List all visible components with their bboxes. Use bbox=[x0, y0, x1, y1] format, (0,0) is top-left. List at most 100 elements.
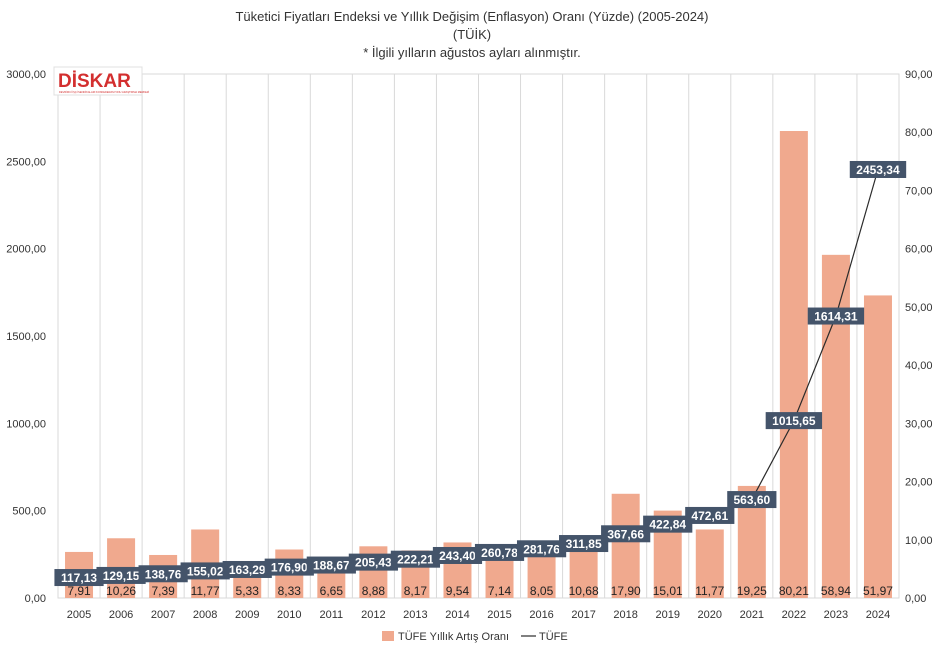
bar-2023 bbox=[821, 254, 850, 598]
title-line-3: * İlgili yılların ağustos ayları alınmış… bbox=[363, 45, 580, 60]
y-left-tick: 0,00 bbox=[25, 593, 46, 605]
y-right-tick: 50,00 bbox=[905, 302, 933, 314]
x-tick-2012: 2012 bbox=[361, 609, 385, 621]
bar-2018 bbox=[611, 493, 640, 598]
line-label-2008: 155,02 bbox=[187, 564, 224, 578]
y-right-tick: 20,00 bbox=[905, 477, 933, 489]
y-right-tick: 80,00 bbox=[905, 127, 933, 139]
bar-label-2013: 8,17 bbox=[404, 584, 428, 598]
x-tick-2017: 2017 bbox=[571, 609, 595, 621]
y-right-tick: 90,00 bbox=[905, 69, 933, 81]
line-label-box-2007 bbox=[138, 565, 188, 583]
x-tick-2018: 2018 bbox=[613, 609, 637, 621]
legend-label-bar: TÜFE Yıllık Artış Oranı bbox=[398, 631, 509, 643]
x-tick-2024: 2024 bbox=[866, 609, 890, 621]
title-line-2: (TÜİK) bbox=[453, 27, 491, 42]
y-right-tick: 40,00 bbox=[905, 360, 933, 372]
bar-label-2024: 51,97 bbox=[863, 584, 893, 598]
line-label-box-2020 bbox=[685, 506, 735, 524]
chart-title: Tüketici Fiyatları Endeksi ve Yıllık Değ… bbox=[235, 9, 708, 60]
x-tick-2020: 2020 bbox=[698, 609, 722, 621]
line-label-box-2016 bbox=[516, 540, 567, 558]
bar-data-labels: 7,91 10,26 7,39 11,77 5,33 8,33 6,65 8,88 8,17 9,… bbox=[67, 584, 893, 598]
bar-2016 bbox=[527, 551, 556, 598]
y-left-tick: 2000,00 bbox=[6, 244, 46, 256]
line-label-box-2013 bbox=[390, 550, 441, 568]
x-tick-2019: 2019 bbox=[655, 609, 679, 621]
legend: TÜFE Yıllık Artış Oranı TÜFE bbox=[382, 631, 568, 643]
line-label-2014: 243,40 bbox=[439, 549, 476, 563]
bar-label-2012: 8,88 bbox=[362, 584, 386, 598]
legend-label-line: TÜFE bbox=[539, 631, 568, 643]
bar-label-2007: 7,39 bbox=[151, 584, 175, 598]
bar-label-2009: 5,33 bbox=[236, 584, 260, 598]
x-tick-2016: 2016 bbox=[529, 609, 553, 621]
y-right-tick: 30,00 bbox=[905, 418, 933, 430]
line-label-2013: 222,21 bbox=[397, 553, 434, 567]
y-right-tick: 60,00 bbox=[905, 244, 933, 256]
line-label-box-2009 bbox=[222, 560, 272, 578]
line-label-box-2023 bbox=[807, 307, 865, 325]
line-label-box-2019 bbox=[643, 515, 693, 533]
y-left-tick: 1000,00 bbox=[6, 418, 46, 430]
line-label-box-2024 bbox=[849, 160, 907, 178]
bar-label-2016: 8,05 bbox=[530, 584, 554, 598]
bar-label-2010: 8,33 bbox=[278, 584, 302, 598]
line-label-box-2017 bbox=[559, 535, 609, 553]
line-label-2010: 176,90 bbox=[271, 561, 308, 575]
bar-label-2021: 19,25 bbox=[737, 584, 767, 598]
x-tick-2011: 2011 bbox=[319, 609, 343, 621]
y-right-tick: 70,00 bbox=[905, 185, 933, 197]
diskar-logo: DİSKAR DEVRİMCİ İŞÇİ SENDİKALARI KONFEDE… bbox=[53, 66, 150, 96]
bar-label-2015: 7,14 bbox=[488, 584, 512, 598]
bar-label-2014: 9,54 bbox=[446, 584, 470, 598]
x-tick-2006: 2006 bbox=[109, 609, 133, 621]
line-label-2016: 281,76 bbox=[523, 542, 560, 556]
line-label-2011: 188,67 bbox=[313, 559, 350, 573]
line-label-box-2012 bbox=[348, 553, 398, 571]
bar-label-2018: 17,90 bbox=[611, 584, 641, 598]
bar-label-2006: 10,26 bbox=[106, 584, 136, 598]
y-axis-left: 0,00 500,00 1000,00 1500,00 2000,00 2500,00 30… bbox=[6, 69, 46, 605]
line-label-2005: 117,13 bbox=[61, 571, 97, 585]
line-label-2017: 311,85 bbox=[566, 537, 602, 551]
grid-lines bbox=[99, 74, 858, 598]
line-label-2009: 163,29 bbox=[229, 563, 266, 577]
y-right-tick: 0,00 bbox=[905, 593, 926, 605]
line-label-box-2006 bbox=[96, 566, 146, 584]
bar-label-2019: 15,01 bbox=[653, 584, 683, 598]
y-left-tick: 3000,00 bbox=[6, 69, 46, 81]
legend-swatch-bar bbox=[382, 631, 394, 641]
x-tick-2010: 2010 bbox=[277, 609, 301, 621]
y-left-tick: 2500,00 bbox=[6, 156, 46, 168]
x-tick-2005: 2005 bbox=[67, 609, 91, 621]
line-label-box-2005 bbox=[54, 569, 104, 587]
bar-label-2005: 7,91 bbox=[67, 584, 91, 598]
bar-label-2008: 11,77 bbox=[191, 584, 220, 598]
line-label-box-2008 bbox=[180, 562, 230, 580]
line-label-2023: 1614,31 bbox=[814, 310, 858, 324]
line-data-labels: 117,13 129,15 138,76 155,02 163,29 176,90 188,… bbox=[54, 160, 907, 587]
x-tick-2008: 2008 bbox=[193, 609, 217, 621]
logo-tagline: DEVRİMCİ İŞÇİ SENDİKALARI KONFEDERASYONU… bbox=[59, 89, 150, 94]
x-tick-2014: 2014 bbox=[445, 609, 469, 621]
y-left-tick: 1500,00 bbox=[6, 331, 46, 343]
line-label-box-2022 bbox=[765, 412, 823, 430]
bar-label-2017: 10,68 bbox=[569, 584, 599, 598]
line-label-2018: 367,66 bbox=[607, 527, 644, 541]
bar-label-2020: 11,77 bbox=[695, 584, 724, 598]
line-label-2020: 472,61 bbox=[691, 509, 728, 523]
bar-label-2022: 80,21 bbox=[779, 584, 809, 598]
x-tick-2022: 2022 bbox=[782, 609, 806, 621]
title-line-1: Tüketici Fiyatları Endeksi ve Yıllık Değ… bbox=[235, 9, 708, 24]
bar-2024 bbox=[863, 295, 892, 598]
line-label-box-2018 bbox=[601, 525, 651, 543]
line-label-2024: 2453,34 bbox=[856, 163, 900, 177]
line-label-2015: 260,78 bbox=[481, 546, 518, 560]
x-tick-2013: 2013 bbox=[403, 609, 427, 621]
bar-2015 bbox=[485, 556, 514, 598]
line-label-2019: 422,84 bbox=[649, 518, 686, 532]
line-label-box-2015 bbox=[474, 543, 525, 561]
